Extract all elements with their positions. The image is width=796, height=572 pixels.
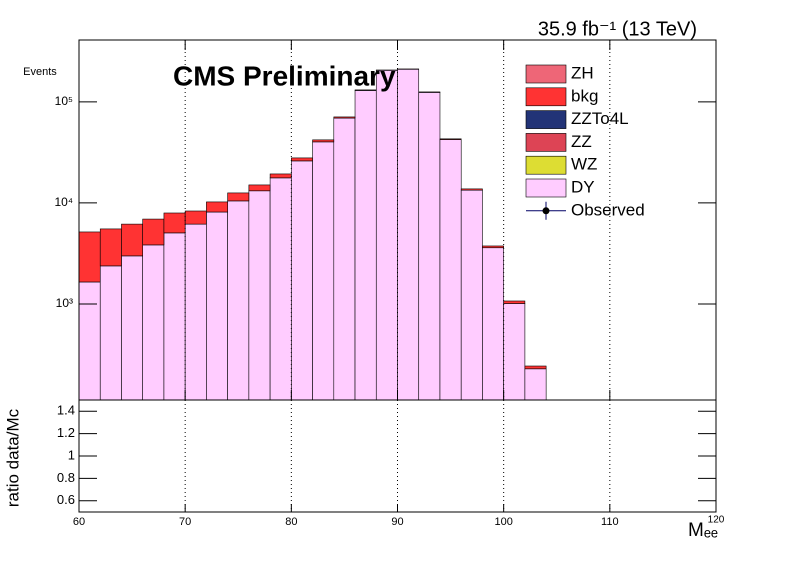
legend-label: WZ [571, 155, 597, 174]
y-tick-label: 0.8 [57, 470, 75, 485]
legend-label: DY [571, 177, 595, 196]
bar-segment [524, 365, 547, 370]
bar-segment [460, 188, 483, 191]
lumi-label: 35.9 fb⁻¹ (13 TeV) [538, 18, 697, 40]
x-tick-label: 80 [285, 516, 297, 528]
legend-swatch [525, 64, 567, 84]
bar-segment [482, 247, 504, 401]
y-tick-label: 10³ [56, 296, 73, 310]
bar-segment [439, 139, 462, 401]
bar-segment [206, 201, 228, 213]
bar-segment [78, 231, 101, 283]
bar-segment [291, 160, 313, 401]
bar-segment [418, 92, 441, 401]
bar-segment [439, 138, 462, 140]
bar-segment [269, 173, 292, 179]
bar-segment [333, 116, 356, 119]
bar-segment [248, 184, 271, 192]
bar-segment [397, 68, 420, 401]
y-tick-label: 1 [68, 447, 75, 462]
bar-segment [121, 223, 144, 257]
bar-segment [163, 232, 186, 401]
y-tick-label: 1.4 [57, 403, 75, 418]
frame [78, 399, 717, 513]
legend-label: ZZ [571, 132, 592, 151]
bar-segment [248, 190, 271, 401]
y-axis-title: ratio data/Mc [3, 408, 22, 507]
x-tick-label: 90 [391, 516, 403, 528]
bar-segment [312, 139, 335, 143]
bar-segment [354, 90, 377, 401]
y-tick-label: 10⁵ [55, 94, 73, 108]
bar-segment [291, 157, 313, 162]
legend-swatch [525, 155, 567, 175]
legend-marker [542, 207, 550, 215]
legend-label: bkg [571, 86, 598, 105]
bar-segment [269, 177, 292, 401]
y-axis-title: Events [23, 66, 57, 78]
legend-swatch [525, 178, 567, 198]
y-tick-label: 0.6 [57, 492, 75, 507]
bar-segment [503, 300, 526, 304]
bar-segment [503, 303, 526, 401]
legend-label: ZZTo4L [571, 109, 629, 128]
y-tick-label: 1.2 [57, 425, 75, 440]
bar-segment [460, 189, 483, 401]
legend-label: Observed [571, 200, 645, 219]
bar-segment [354, 89, 377, 91]
x-tick-label: 110 [601, 516, 619, 528]
legend-swatch [525, 87, 567, 107]
x-tick-label: 60 [73, 516, 85, 528]
bar-segment [163, 212, 186, 234]
y-tick-label: 10⁴ [54, 195, 73, 209]
bar-segment [121, 255, 144, 401]
bar-segment [312, 141, 335, 401]
legend-swatch [525, 110, 567, 129]
bar-segment [184, 223, 207, 401]
bar-segment [333, 117, 356, 401]
x-axis-title: Mₑₑ [688, 520, 718, 541]
bar-segment [227, 192, 250, 202]
bar-segment [99, 228, 122, 267]
bar-segment [227, 200, 250, 401]
legend-label: ZH [571, 63, 594, 82]
x-tick-label: 70 [179, 516, 191, 528]
legend-swatch [525, 133, 567, 152]
x-tick-label: 120 [708, 515, 725, 526]
bar-segment [142, 218, 165, 246]
bar-segment [482, 245, 504, 249]
x-tick-label: 100 [494, 516, 512, 528]
bar-segment [142, 244, 165, 401]
bar-segment [524, 368, 547, 401]
bar-segment [206, 211, 228, 401]
chart-title: CMS Preliminary [173, 60, 396, 91]
bar-segment [99, 265, 122, 401]
bar-segment [78, 281, 101, 401]
bar-segment [375, 70, 398, 401]
bar-segment [184, 210, 207, 225]
